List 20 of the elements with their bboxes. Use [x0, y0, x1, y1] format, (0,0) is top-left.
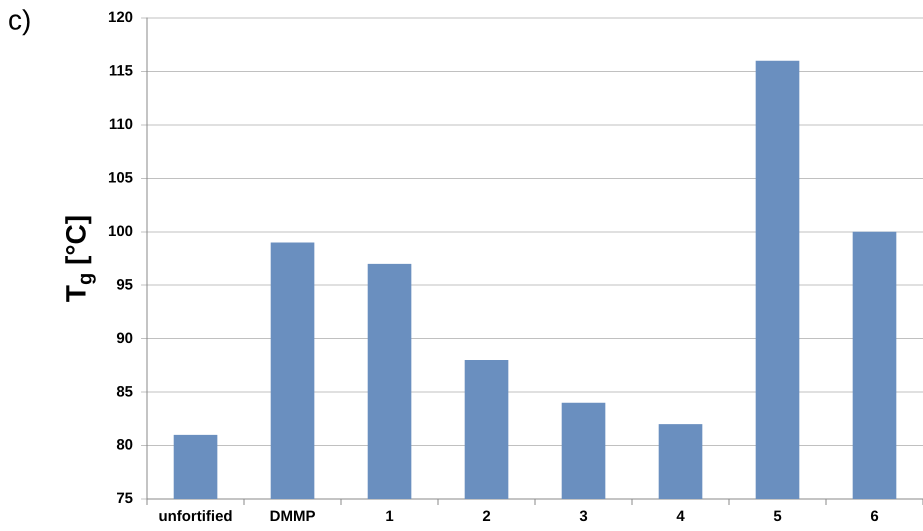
y-tick-label: 100 [108, 222, 134, 240]
y-tick-label: 110 [108, 116, 134, 134]
text: c) [8, 4, 32, 36]
x-tick-label: 6 [870, 508, 879, 526]
y-tick-label: 90 [116, 330, 134, 347]
x-tick-label: 1 [385, 508, 394, 526]
y-tick-label: 115 [108, 62, 134, 80]
y-tick-label: 95 [116, 276, 134, 294]
y-axis-title: Tg [°C] [60, 214, 97, 302]
x-tick-label: 3 [579, 508, 588, 526]
y-tick-label: 120 [108, 9, 134, 26]
x-tick-label: 5 [773, 508, 782, 526]
x-tick-label: unfortified [158, 508, 233, 526]
y-tick-label: 80 [116, 436, 134, 454]
x-tick-label: DMMP [270, 508, 316, 526]
y-tick-label: 105 [108, 169, 134, 186]
x-tick-label: 2 [482, 508, 491, 526]
y-tick-label: 85 [116, 383, 134, 400]
y-tick-label: 75 [116, 490, 134, 508]
x-tick-label: 4 [676, 508, 686, 526]
